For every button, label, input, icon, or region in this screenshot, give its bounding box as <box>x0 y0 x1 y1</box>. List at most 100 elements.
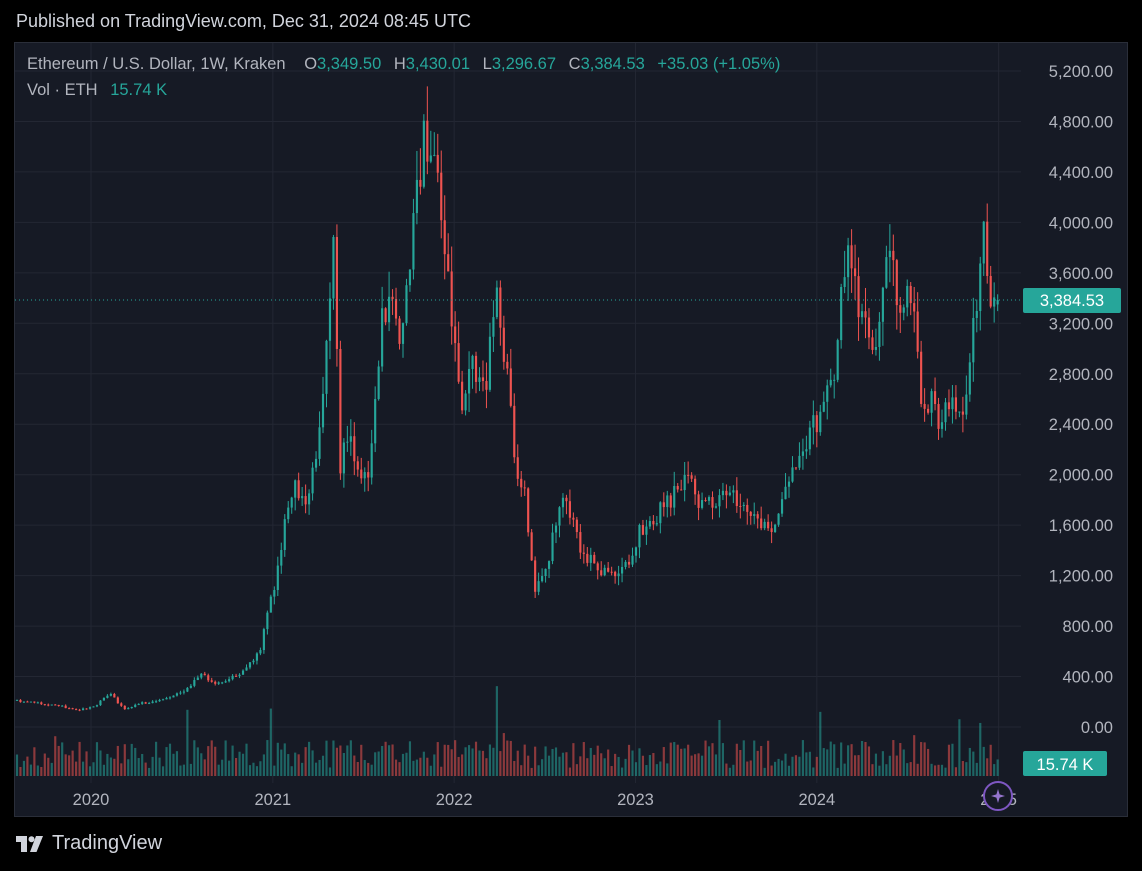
candle-body[interactable] <box>137 703 140 705</box>
candle-body[interactable] <box>450 271 453 327</box>
candle-body[interactable] <box>819 411 822 433</box>
candle-body[interactable] <box>57 704 60 706</box>
candle-body[interactable] <box>986 221 989 276</box>
candle-body[interactable] <box>356 461 359 470</box>
candle-body[interactable] <box>600 570 603 576</box>
candle-body[interactable] <box>541 576 544 582</box>
candle-body[interactable] <box>634 547 638 556</box>
candle-body[interactable] <box>721 490 725 496</box>
candle-body[interactable] <box>47 704 50 706</box>
candle-body[interactable] <box>579 532 582 553</box>
candle-body[interactable] <box>297 480 300 499</box>
candle-body[interactable] <box>652 521 655 525</box>
candle-body[interactable] <box>238 674 241 677</box>
candle-body[interactable] <box>774 524 777 533</box>
candle-body[interactable] <box>725 490 728 496</box>
candle-body[interactable] <box>972 317 975 363</box>
candle-body[interactable] <box>269 596 272 613</box>
candle-body[interactable] <box>92 706 95 708</box>
candle-body[interactable] <box>648 521 651 527</box>
candle-body[interactable] <box>217 682 220 684</box>
candle-body[interactable] <box>575 519 578 533</box>
candle-body[interactable] <box>276 565 279 591</box>
candle-body[interactable] <box>130 706 133 709</box>
candle-body[interactable] <box>614 571 617 577</box>
candle-body[interactable] <box>26 701 29 703</box>
candle-body[interactable] <box>565 497 568 502</box>
candle-body[interactable] <box>513 405 516 458</box>
candle-body[interactable] <box>867 317 871 338</box>
candle-body[interactable] <box>815 415 818 433</box>
chart-panel[interactable]: 5,200.00 4,800.00 4,400.00 4,000.00 3,600.00… <box>14 42 1128 817</box>
candle-body[interactable] <box>933 391 937 405</box>
candle-body[interactable] <box>405 285 408 324</box>
candle-body[interactable] <box>481 377 485 382</box>
candle-body[interactable] <box>520 478 523 488</box>
candle-body[interactable] <box>777 513 780 525</box>
candle-body[interactable] <box>502 327 505 362</box>
candle-body[interactable] <box>554 525 558 533</box>
candle-body[interactable] <box>746 504 749 512</box>
candle-body[interactable] <box>273 590 276 597</box>
candle-body[interactable] <box>881 287 884 322</box>
candle-body[interactable] <box>847 245 850 278</box>
candle-body[interactable] <box>339 348 342 474</box>
candle-body[interactable] <box>923 403 926 409</box>
candle-body[interactable] <box>742 504 745 507</box>
candle-body[interactable] <box>328 298 332 341</box>
candle-body[interactable] <box>175 693 179 696</box>
candle-body[interactable] <box>840 286 843 341</box>
candle-body[interactable] <box>593 554 596 564</box>
candle-body[interactable] <box>568 501 571 518</box>
candle-body[interactable] <box>134 704 137 707</box>
candle-body[interactable] <box>384 308 387 323</box>
candle-body[interactable] <box>280 549 283 566</box>
price-candles[interactable] <box>15 86 999 712</box>
candle-body[interactable] <box>527 488 530 533</box>
candle-body[interactable] <box>252 660 255 663</box>
candle-body[interactable] <box>673 486 676 508</box>
candle-body[interactable] <box>447 254 450 272</box>
candle-body[interactable] <box>902 307 905 313</box>
candle-body[interactable] <box>805 449 808 452</box>
candle-body[interactable] <box>627 561 631 565</box>
candlestick-chart[interactable]: 5,200.00 4,800.00 4,400.00 4,000.00 3,600.00… <box>15 43 1127 816</box>
candle-body[interactable] <box>433 154 436 156</box>
candle-body[interactable] <box>732 490 735 493</box>
candle-body[interactable] <box>40 702 43 705</box>
candle-body[interactable] <box>99 700 102 706</box>
candle-body[interactable] <box>871 337 874 350</box>
candle-body[interactable] <box>572 517 575 520</box>
candle-body[interactable] <box>301 496 304 499</box>
candle-body[interactable] <box>464 393 467 411</box>
candle-body[interactable] <box>151 701 154 704</box>
candle-body[interactable] <box>290 497 293 508</box>
candle-body[interactable] <box>530 532 533 561</box>
candle-body[interactable] <box>680 489 683 491</box>
candle-body[interactable] <box>360 469 363 479</box>
candle-body[interactable] <box>850 245 853 269</box>
candle-body[interactable] <box>308 493 311 505</box>
candle-body[interactable] <box>367 472 370 478</box>
candle-body[interactable] <box>798 455 801 468</box>
candle-body[interactable] <box>506 361 509 369</box>
candle-body[interactable] <box>266 612 269 630</box>
candle-body[interactable] <box>342 442 345 474</box>
candle-body[interactable] <box>610 571 613 573</box>
candle-body[interactable] <box>408 269 412 286</box>
candle-body[interactable] <box>878 321 881 347</box>
candle-body[interactable] <box>68 708 71 710</box>
candle-body[interactable] <box>718 495 721 507</box>
tradingview-logo[interactable]: TradingView <box>16 832 162 855</box>
candle-body[interactable] <box>478 377 481 382</box>
candle-body[interactable] <box>993 297 996 307</box>
candle-body[interactable] <box>951 397 954 410</box>
candle-body[interactable] <box>544 568 547 577</box>
candle-body[interactable] <box>123 705 126 710</box>
candle-body[interactable] <box>836 340 839 380</box>
candle-body[interactable] <box>916 311 919 352</box>
candle-body[interactable] <box>607 567 610 572</box>
candle-body[interactable] <box>224 681 227 683</box>
candle-body[interactable] <box>586 553 589 563</box>
candle-body[interactable] <box>19 699 22 703</box>
